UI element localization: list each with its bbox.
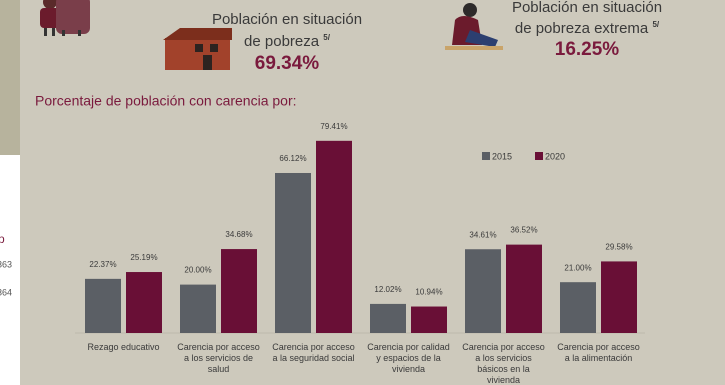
bar [506, 244, 542, 333]
value-label: 25.19% [130, 253, 157, 262]
value-label: 10.94% [415, 288, 442, 297]
category-label: Carencia por acceso a los servicios bási… [462, 342, 545, 385]
indicator-label: de pobreza extrema [514, 20, 649, 37]
bar [126, 272, 162, 333]
side-fragment: 364 [0, 287, 12, 297]
note: 5/ [323, 33, 330, 42]
person-icon [445, 3, 503, 50]
bar [316, 140, 352, 333]
bar [180, 284, 216, 333]
side-fragment: 363 [0, 259, 12, 269]
indicator-value: 16.25% [554, 39, 620, 60]
bar [560, 282, 596, 333]
category-label: Carencia por calidad y espacios de la vi… [367, 342, 450, 374]
value-label: 66.12% [279, 154, 306, 163]
indicator-label: Población en situación [511, 0, 663, 16]
bar [601, 261, 637, 333]
value-label: 12.02% [374, 285, 401, 294]
value-label: 34.61% [469, 230, 496, 239]
family-icon [40, 0, 90, 36]
category-label: Carencia por acceso a la seguridad socia… [272, 342, 355, 363]
value-label: 20.00% [184, 266, 211, 275]
bar [465, 249, 501, 333]
house-icon [163, 28, 232, 70]
bar [85, 278, 121, 333]
category-label: Rezago educativo [87, 342, 160, 352]
category-label: Carencia por acceso a los servicios de s… [177, 342, 260, 374]
note: 5/ [652, 20, 660, 29]
value-label: 34.68% [225, 230, 252, 239]
side-panel [0, 155, 20, 385]
indicator-label: Población en situación [211, 11, 363, 28]
bar [221, 249, 257, 333]
side-fragment: p [0, 232, 5, 246]
side-band [0, 0, 20, 155]
legend-swatch [482, 152, 490, 160]
indicator-label: de pobreza [244, 33, 320, 50]
value-label: 36.52% [510, 226, 537, 235]
legend-swatch [535, 152, 543, 160]
category-label: Carencia por acceso a la alimentación [557, 342, 640, 363]
indicator: Población en situación de pobreza extrem… [487, 0, 687, 63]
legend-label: 2015 [492, 151, 512, 161]
value-label: 22.37% [89, 260, 116, 269]
value-label: 29.58% [605, 243, 632, 252]
bar [370, 303, 406, 333]
bar [411, 306, 447, 333]
chart-title: Porcentaje de población con carencia por… [35, 93, 297, 109]
bar [275, 172, 311, 333]
value-label: 21.00% [564, 263, 591, 272]
value-label: 79.41% [320, 122, 347, 131]
indicator: Población en situación de pobreza 5/ 69.… [187, 11, 387, 77]
indicator-value: 69.34% [254, 53, 320, 74]
legend-label: 2020 [545, 151, 565, 161]
